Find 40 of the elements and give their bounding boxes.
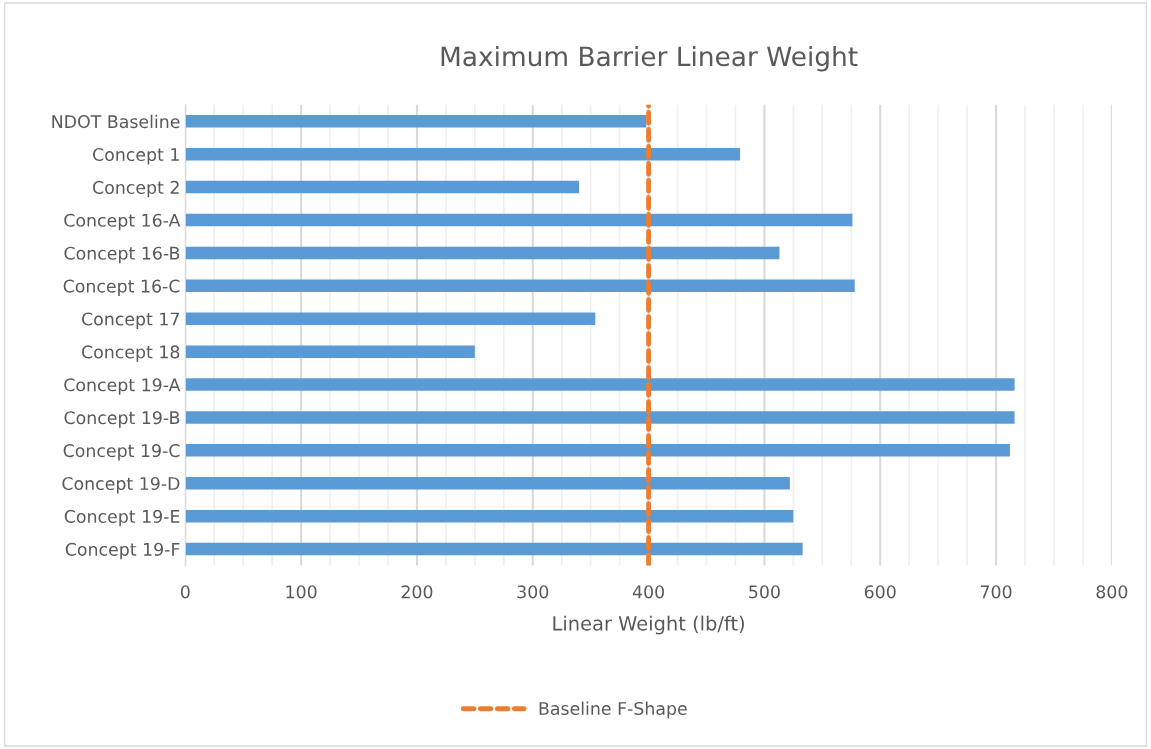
bar <box>185 411 1015 424</box>
x-tick-label: 100 <box>286 585 317 599</box>
bar <box>185 345 475 358</box>
y-tick-label: Concept 1 <box>93 147 179 165</box>
bar <box>185 312 596 325</box>
bar <box>185 542 803 556</box>
y-tick-label: Concept 19-C <box>63 444 180 461</box>
bar <box>185 180 580 194</box>
x-tick-label: 0 <box>180 585 190 599</box>
bar <box>185 476 790 490</box>
bar <box>185 444 1010 457</box>
x-tick-label: 200 <box>401 585 433 599</box>
y-tick-label: Concept 16-A <box>64 213 181 231</box>
x-tick-label: 500 <box>749 585 780 599</box>
bar <box>185 279 855 293</box>
x-tick-label: 800 <box>1096 585 1128 599</box>
chart-title: Maximum Barrier Linear Weight <box>441 45 858 72</box>
bar <box>185 213 853 227</box>
bar <box>185 147 741 161</box>
y-tick-label: Concept 19-B <box>64 411 180 428</box>
y-tick-label: Concept 18 <box>82 345 180 362</box>
y-tick-label: Concept 19-E <box>64 509 180 527</box>
x-tick-label: 700 <box>980 585 1012 599</box>
x-axis-title: Linear Weight (lb/ft) <box>553 615 744 635</box>
y-tick-label: Concept 19-A <box>64 378 181 395</box>
y-tick-label: Concept 19-D <box>62 476 180 494</box>
y-tick-label: Concept 17 <box>82 312 179 329</box>
y-tick-label: Concept 19-F <box>65 542 180 560</box>
y-tick-label: Concept 2 <box>93 180 179 198</box>
bar <box>185 378 1015 391</box>
y-tick-label: NDOT Baseline <box>52 114 180 129</box>
bar <box>185 246 780 260</box>
x-tick-label: 600 <box>864 585 896 599</box>
x-tick-label: 400 <box>632 585 664 599</box>
bar <box>185 115 647 128</box>
x-tick-label: 300 <box>517 585 549 599</box>
bar <box>185 509 794 523</box>
y-tick-label: Concept 16-C <box>63 279 180 297</box>
y-tick-label: Concept 16-B <box>64 246 180 264</box>
legend-label: Baseline F-Shape <box>539 701 687 719</box>
